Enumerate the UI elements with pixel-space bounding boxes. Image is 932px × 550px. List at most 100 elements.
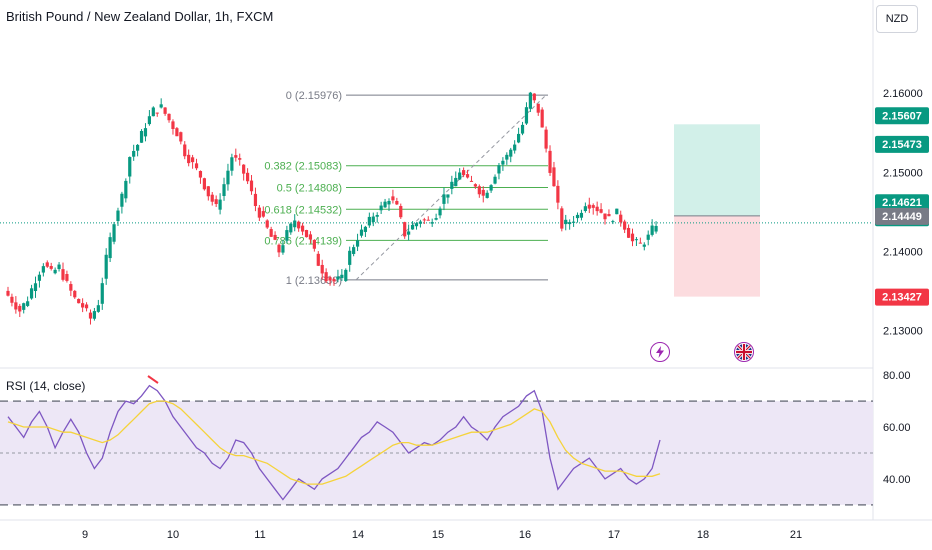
fib-level-label: 0 (2.15976) <box>286 90 342 102</box>
candle-body <box>249 180 254 192</box>
candle-body <box>458 172 462 180</box>
time-tick-label: 16 <box>519 529 531 541</box>
candle-body <box>524 107 529 124</box>
candle-body <box>218 199 222 210</box>
candle-body <box>226 170 230 185</box>
lightning-icon[interactable] <box>650 342 670 362</box>
candle-body <box>465 174 470 178</box>
candle-body <box>517 133 521 143</box>
candle-body <box>603 213 607 220</box>
candle-body <box>257 207 261 218</box>
candle-body <box>414 223 419 227</box>
currency-button[interactable]: NZD <box>876 5 918 33</box>
candle-body <box>430 222 434 224</box>
candle-body <box>579 212 584 218</box>
candle-body <box>355 240 360 247</box>
candle-body <box>418 221 423 224</box>
price-axis-label-bg <box>875 207 929 225</box>
candle-body <box>473 184 477 187</box>
candle-body <box>163 107 167 114</box>
candle-body <box>332 279 336 282</box>
candle-body <box>568 222 572 225</box>
candle-body <box>434 218 438 220</box>
candle-body <box>33 283 38 292</box>
candle-body <box>642 244 646 247</box>
candle-body <box>607 214 611 217</box>
candle-body <box>112 224 116 242</box>
price-axis-label: 2.13427 <box>882 292 922 304</box>
price-axis-label-bg <box>875 288 929 306</box>
time-tick-label: 18 <box>697 529 709 541</box>
candle-body <box>49 266 53 269</box>
candle-body <box>560 208 564 229</box>
candle-body <box>583 206 587 211</box>
price-axis-label: 2.14449 <box>882 211 922 223</box>
symbol-title[interactable]: British Pound / New Zealand Dollar, 1h, … <box>6 9 274 24</box>
candle-body <box>544 129 548 149</box>
candle-body <box>650 225 654 235</box>
uk-flag-icon[interactable] <box>734 342 754 362</box>
candle-body <box>599 209 603 213</box>
candle-body <box>654 225 658 232</box>
candle-body <box>359 229 364 236</box>
candle-body <box>57 264 61 270</box>
candle-body <box>10 296 14 303</box>
price-tick-label: 2.16000 <box>883 88 923 100</box>
candle-body <box>14 302 18 310</box>
time-tick-label: 17 <box>608 529 620 541</box>
candle-body <box>300 225 305 232</box>
price-axis-label: 2.15473 <box>882 139 922 151</box>
candle-body <box>438 208 442 216</box>
candle-body <box>289 223 293 233</box>
candle-body <box>379 205 383 211</box>
candle-body <box>143 128 148 137</box>
candle-body <box>564 219 568 225</box>
time-tick-label: 9 <box>82 529 88 541</box>
rsi-indicator-title[interactable]: RSI (14, close) <box>6 379 86 393</box>
stop-loss-zone <box>674 215 760 297</box>
candle-body <box>520 124 525 134</box>
candle-body <box>571 221 576 223</box>
candle-body <box>383 201 387 208</box>
candle-body <box>100 283 104 304</box>
candle-body <box>450 181 454 189</box>
candle-body <box>615 208 619 215</box>
candle-body <box>375 214 379 217</box>
candle-body <box>575 214 580 219</box>
candle-body <box>501 160 505 165</box>
candle-body <box>29 288 34 299</box>
candle-body <box>285 230 289 241</box>
candle-body <box>265 220 269 228</box>
candle-body <box>426 219 430 221</box>
candle-body <box>147 116 151 125</box>
candle-body <box>505 154 509 160</box>
candle-body <box>540 109 544 128</box>
candle-body <box>222 184 226 197</box>
price-axis-label: 2.14621 <box>882 197 922 209</box>
candle-body <box>493 176 497 184</box>
time-tick-label: 15 <box>432 529 444 541</box>
candle-body <box>595 206 599 212</box>
candle-body <box>422 219 426 221</box>
candle-body <box>155 112 159 114</box>
candle-body <box>442 194 446 204</box>
fib-level-label: 1 (2.13639) <box>286 275 342 287</box>
candle-body <box>407 231 411 235</box>
candle-body <box>171 121 175 129</box>
candle-body <box>403 222 407 237</box>
price-tick-label: 2.15000 <box>883 167 923 179</box>
candle-body <box>210 194 214 202</box>
divergence-marker <box>147 375 159 384</box>
fib-level-label: 0.382 (2.15083) <box>264 161 342 173</box>
candle-body <box>367 216 371 226</box>
candle-body <box>132 150 136 157</box>
candle-body <box>532 93 536 101</box>
candle-body <box>528 92 532 109</box>
candle-body <box>548 150 552 173</box>
candle-body <box>261 211 265 217</box>
candle-body <box>630 233 635 242</box>
candle-body <box>387 200 391 205</box>
candle-body <box>477 186 481 195</box>
candle-body <box>151 107 155 117</box>
